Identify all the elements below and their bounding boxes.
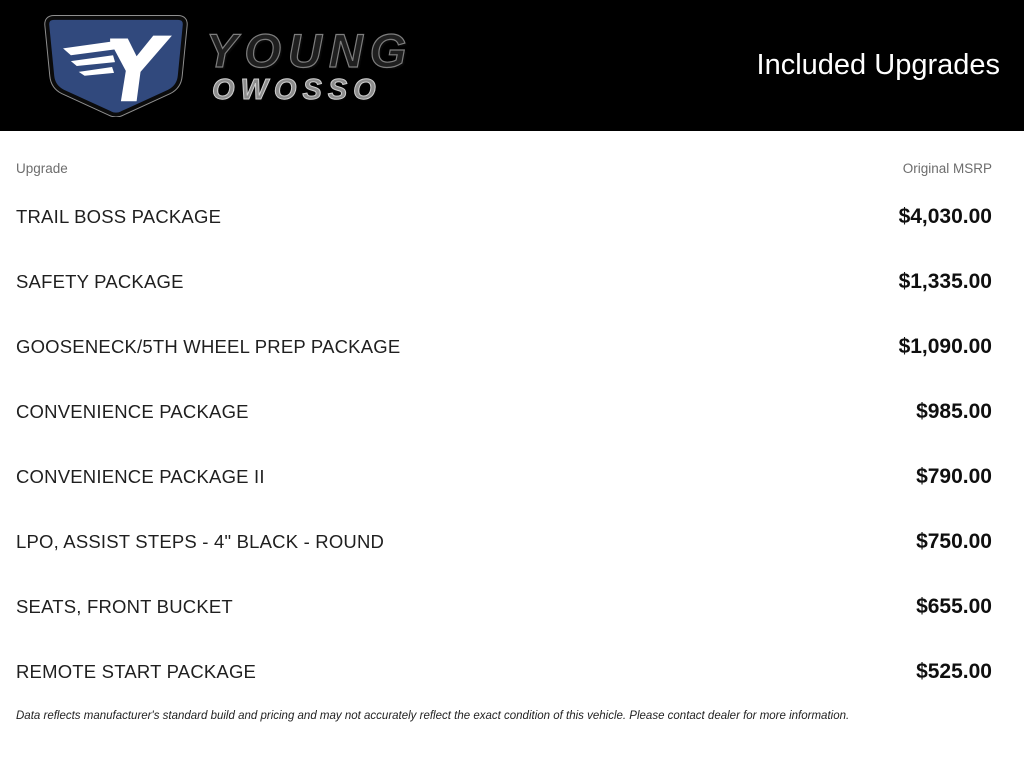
table-row: LPO, ASSIST STEPS - 4" BLACK - ROUND $75… — [16, 509, 992, 574]
column-header-upgrade: Upgrade — [16, 161, 68, 176]
table-header: Upgrade Original MSRP — [16, 161, 992, 176]
dealer-name: YOUNG — [205, 23, 414, 77]
upgrade-name: SEATS, FRONT BUCKET — [16, 595, 233, 617]
upgrade-name: LPO, ASSIST STEPS - 4" BLACK - ROUND — [16, 530, 385, 552]
upgrade-price: $525.00 — [916, 659, 992, 683]
table-row: GOOSENECK/5TH WHEEL PREP PACKAGE $1,090.… — [16, 314, 992, 379]
column-header-msrp: Original MSRP — [902, 161, 992, 176]
table-row: CONVENIENCE PACKAGE $985.00 — [16, 379, 992, 444]
upgrade-price: $655.00 — [916, 594, 992, 618]
table-row: SEATS, FRONT BUCKET $655.00 — [16, 574, 992, 639]
disclaimer-text: Data reflects manufacturer's standard bu… — [16, 710, 850, 722]
upgrade-name: GOOSENECK/5TH WHEEL PREP PACKAGE — [16, 335, 401, 357]
upgrades-table: Upgrade Original MSRP TRAIL BOSS PACKAGE… — [0, 161, 1024, 704]
young-shield-icon — [44, 14, 188, 117]
upgrade-price: $1,090.00 — [898, 334, 992, 358]
dealer-logo-text: YOUNG OWOSSO — [205, 23, 414, 106]
page-footer: Data reflects manufacturer's standard bu… — [0, 704, 1024, 722]
upgrade-price: $750.00 — [916, 529, 992, 553]
table-row: TRAIL BOSS PACKAGE $4,030.00 — [16, 184, 992, 249]
upgrade-name: REMOTE START PACKAGE — [16, 660, 257, 682]
table-row: CONVENIENCE PACKAGE II $790.00 — [16, 444, 992, 509]
page-header: YOUNG OWOSSO Included Upgrades — [0, 0, 1024, 131]
table-row: SAFETY PACKAGE $1,335.00 — [16, 249, 992, 314]
upgrade-price: $790.00 — [916, 464, 992, 488]
upgrade-price: $985.00 — [916, 399, 992, 423]
upgrade-name: SAFETY PACKAGE — [16, 270, 184, 292]
upgrade-name: TRAIL BOSS PACKAGE — [16, 205, 222, 227]
upgrade-price: $4,030.00 — [898, 204, 992, 228]
upgrade-price: $1,335.00 — [898, 269, 992, 293]
dealer-location: OWOSSO — [211, 73, 382, 106]
upgrade-name: CONVENIENCE PACKAGE — [16, 400, 249, 422]
page-title: Included Upgrades — [756, 49, 1000, 81]
table-row: REMOTE START PACKAGE $525.00 — [16, 639, 992, 704]
dealer-logo: YOUNG OWOSSO — [40, 14, 414, 117]
upgrade-name: CONVENIENCE PACKAGE II — [16, 465, 265, 487]
